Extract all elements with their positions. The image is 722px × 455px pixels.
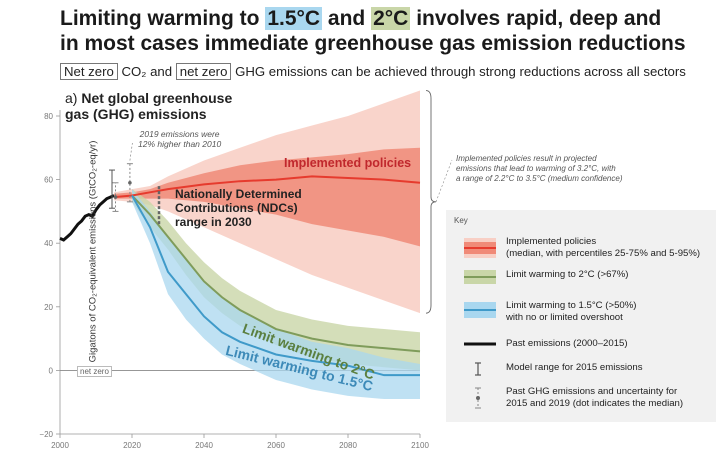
title-part2: and — [322, 7, 372, 30]
ndc-line2: Contributions (NDCs) — [175, 201, 298, 215]
impl-note-line1: Implemented policies result in projected — [456, 154, 597, 163]
x-tick-label: 2020 — [123, 441, 141, 450]
legend-2c-line1: Limit warming to 2°C (>67%) — [506, 269, 629, 280]
subtitle-netzero-box-2: net zero — [175, 63, 232, 80]
chart-title: Limiting warming to 1.5°C and 2°C involv… — [60, 6, 686, 56]
x-tick-label: 2060 — [267, 441, 285, 450]
ndc-label: Nationally Determined Contributions (NDC… — [175, 187, 302, 229]
panel-title-line2: gas (GHG) emissions — [65, 106, 207, 122]
net-zero-tag: net zero — [77, 366, 112, 377]
panel-prefix: a) — [65, 90, 78, 106]
title-line2: in most cases immediate greenhouse gas e… — [60, 32, 686, 55]
ndc-line3: range in 2030 — [175, 215, 252, 229]
impl-note-line3: a range of 2.2°C to 3.5°C (medium confid… — [456, 174, 623, 183]
past-uncertainty-median-2015 — [113, 195, 118, 199]
x-tick-label: 2100 — [411, 441, 429, 450]
y-tick-label: 0 — [49, 366, 54, 375]
legend-past-line1: Past emissions (2000–2015) — [506, 338, 628, 349]
subtitle-mid2: GHG emissions can be achieved through st… — [231, 64, 686, 79]
y-tick-label: 40 — [44, 239, 53, 248]
impl-note-line2: emissions that lead to warming of 3.2°C,… — [456, 164, 616, 173]
limit-1-5c-median-line — [131, 195, 420, 377]
subtitle-netzero-box-1: Net zero — [60, 63, 118, 80]
title-highlight-1-5: 1.5°C — [265, 7, 323, 30]
implemented-median-line — [113, 175, 421, 199]
legend-model-range-line1: Model range for 2015 emissions — [506, 362, 643, 373]
limit-1-5c-band — [132, 189, 420, 400]
legend-past-uncertainty-line1: Past GHG emissions and uncertainty for — [506, 386, 678, 397]
y-tick-label: 20 — [44, 303, 53, 312]
note-2019-leader — [129, 142, 133, 161]
legend-swatch-model-range — [475, 362, 481, 376]
limit-2c-median-line — [131, 194, 421, 353]
chart-subtitle: Net zero CO₂ and net zero GHG emissions … — [60, 63, 686, 80]
legend-swatch-implemented — [464, 238, 496, 258]
legend-implemented-line2: (median, with percentiles 25-75% and 5-9… — [506, 248, 701, 259]
legend-key-title: Key — [454, 216, 468, 225]
implemented-note-leader — [435, 159, 453, 202]
legend-past-uncertainty-line2: 2015 and 2019 (dot indicates the median) — [506, 398, 684, 409]
past-uncertainty-median-2019 — [128, 180, 132, 185]
panel-title: a) Net global greenhouse gas (GHG) emiss… — [65, 90, 232, 122]
implemented-band-25-75 — [114, 147, 420, 247]
note-2019-line2: 12% higher than 2010 — [138, 139, 222, 149]
legend-1-5c-line2: with no or limited overshoot — [506, 312, 623, 323]
legend-1-5c-line1: Limit warming to 1.5°C (>50%) — [506, 300, 637, 311]
note-2019: 2019 emissions were 12% higher than 2010 — [138, 129, 221, 149]
title-highlight-2: 2°C — [371, 7, 411, 30]
implemented-range-bracket — [425, 90, 437, 314]
legend-swatch-past-uncertainty — [475, 387, 481, 409]
y-tick-label: 60 — [44, 176, 53, 185]
subtitle-mid1: CO₂ and — [117, 64, 176, 79]
legend-implemented-line1: Implemented policies — [506, 236, 597, 247]
implemented-policies-note: Implemented policies result in projected… — [456, 154, 696, 184]
y-tick-label: −20 — [39, 430, 53, 439]
legend-swatch-1-5c — [464, 302, 496, 318]
title-part3: involves rapid, deep and — [410, 7, 662, 30]
implemented-policies-label: Implemented policies — [284, 156, 412, 170]
legend: Key Implemented policies (median, with pe… — [446, 210, 716, 422]
title-part1: Limiting warming to — [60, 7, 266, 30]
x-tick-label: 2080 — [339, 441, 357, 450]
ndc-line1: Nationally Determined — [175, 187, 302, 201]
past-emissions-line — [59, 194, 115, 242]
note-2019-line1: 2019 emissions were — [139, 129, 220, 139]
panel-title-line1: Net global greenhouse — [81, 90, 233, 106]
y-tick-label: 80 — [44, 112, 53, 121]
legend-swatch-2c — [464, 270, 496, 284]
x-tick-label: 2000 — [51, 441, 69, 450]
legend-swatch-past — [464, 342, 496, 346]
x-tick-label: 2040 — [195, 441, 213, 450]
